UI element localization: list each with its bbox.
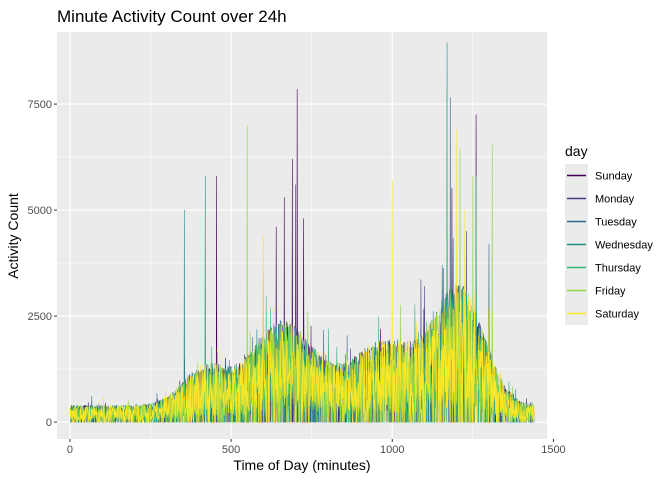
y-tick-label: 5000 bbox=[28, 205, 52, 217]
legend-label-friday: Friday bbox=[595, 286, 626, 298]
series-line-saturday bbox=[69, 129, 535, 423]
legend-label-monday: Monday bbox=[595, 194, 635, 206]
chart-title: Minute Activity Count over 24h bbox=[57, 7, 287, 26]
legend-label-tuesday: Tuesday bbox=[595, 217, 637, 229]
x-axis-title: Time of Day (minutes) bbox=[233, 457, 370, 473]
x-tick-label: 1000 bbox=[380, 444, 404, 456]
tick-layer: 0 500 1000 1500 0 2500 5000 7500 bbox=[28, 99, 566, 456]
legend-label-wednesday: Wednesday bbox=[595, 240, 653, 252]
x-tick-label: 500 bbox=[222, 444, 240, 456]
x-tick-label: 1500 bbox=[541, 444, 565, 456]
x-tick-label: 0 bbox=[67, 444, 73, 456]
legend-title: day bbox=[565, 143, 588, 159]
y-tick-label: 0 bbox=[46, 417, 52, 429]
legend: Sunday Monday Tuesday Wednesday Thursday Frid… bbox=[565, 164, 653, 325]
legend-label-saturday: Saturday bbox=[595, 309, 640, 321]
y-tick-label: 2500 bbox=[28, 311, 52, 323]
y-axis-title: Activity Count bbox=[5, 193, 21, 279]
series-layer bbox=[69, 42, 535, 423]
legend-label-thursday: Thursday bbox=[595, 263, 641, 275]
y-tick-label: 7500 bbox=[28, 99, 52, 111]
legend-label-sunday: Sunday bbox=[595, 171, 633, 183]
